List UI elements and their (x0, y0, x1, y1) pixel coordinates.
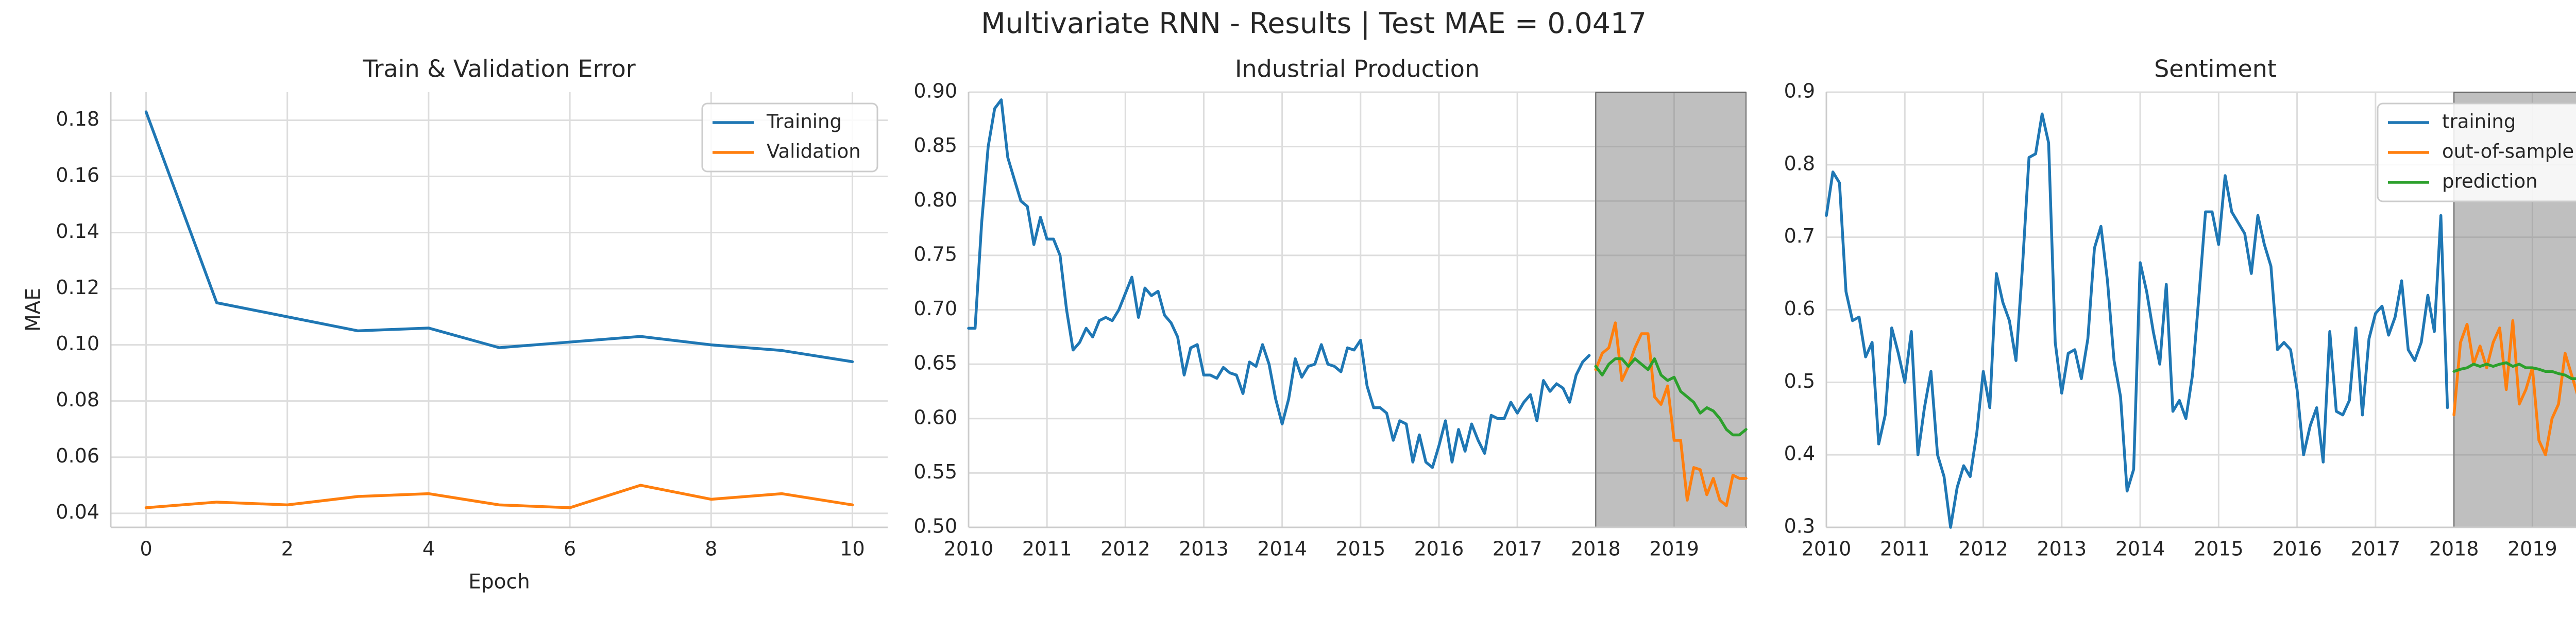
x-tick-label: 2017 (1493, 538, 1543, 560)
y-tick-label: 0.60 (913, 406, 957, 428)
legend-label: training (2442, 111, 2516, 133)
y-tick-label: 0.6 (1784, 297, 1815, 320)
panel-title: Industrial Production (1235, 55, 1480, 83)
y-tick-label: 0.80 (913, 188, 957, 211)
x-tick-label: 6 (564, 538, 576, 560)
y-tick-label: 0.18 (56, 108, 99, 130)
y-tick-label: 0.75 (913, 243, 957, 265)
chart-panel: Train & Validation Error 0.04 0.06 0.08 0.10… (22, 55, 888, 594)
x-tick-label: 2018 (2429, 538, 2479, 560)
series-line (1594, 321, 1748, 507)
y-tick-label: 0.8 (1784, 152, 1815, 175)
x-tick-label: 2012 (1958, 538, 2008, 560)
y-tick-label: 0.7 (1784, 225, 1815, 247)
legend-label: prediction (2442, 170, 2538, 193)
y-tick-label: 0.12 (56, 276, 99, 299)
x-tick-label: 2014 (2115, 538, 2165, 560)
shaded-span (1595, 92, 1747, 528)
y-tick-label: 0.90 (913, 80, 957, 102)
x-axis-label: Epoch (468, 571, 530, 594)
y-tick-label: 0.06 (56, 444, 99, 467)
x-tick-label: 8 (705, 538, 717, 560)
x-tick-label: 2019 (2507, 538, 2557, 560)
y-tick-label: 0.85 (913, 134, 957, 157)
panel-title: Sentiment (2154, 55, 2277, 83)
series-line (1825, 112, 2449, 529)
series-line (144, 110, 854, 364)
figure-title: Multivariate RNN - Results | Test MAE = … (981, 7, 1647, 40)
legend-label: out-of-sample (2442, 141, 2574, 163)
y-tick-label: 0.55 (913, 460, 957, 483)
series-line (2452, 361, 2576, 381)
x-tick-label: 4 (422, 538, 435, 560)
legend-box (701, 102, 878, 173)
x-tick-label: 2011 (1022, 538, 1072, 560)
y-axis-label: MAE (22, 288, 45, 332)
series-line (144, 484, 854, 509)
legend-label: Training (766, 111, 842, 133)
x-tick-label: 2015 (2194, 538, 2244, 560)
legend-box (2377, 102, 2576, 202)
x-tick-label: 2 (281, 538, 294, 560)
x-tick-label: 2013 (1179, 538, 1229, 560)
y-tick-label: 0.10 (56, 332, 99, 355)
x-tick-label: 2018 (1571, 538, 1621, 560)
x-tick-label: 2016 (1414, 538, 1464, 560)
y-tick-label: 0.16 (56, 164, 99, 186)
series-line (1594, 357, 1748, 437)
x-tick-label: 10 (840, 538, 865, 560)
series-line (967, 98, 1591, 469)
x-tick-label: 2016 (2272, 538, 2322, 560)
x-tick-label: 2012 (1100, 538, 1150, 560)
chart-panel: Sentiment 0.3 0.4 0.5 0.6 0.7 0.8 0.9 2010 2011 20… (1784, 55, 2576, 560)
chart-panel: Industrial Production 0.50 0.55 0.60 0.65 0.7… (913, 55, 1748, 560)
x-tick-label: 2014 (1257, 538, 1307, 560)
x-tick-label: 2010 (944, 538, 994, 560)
x-tick-label: 2015 (1335, 538, 1385, 560)
y-tick-label: 0.65 (913, 352, 957, 374)
y-tick-label: 0.5 (1784, 370, 1815, 392)
x-tick-label: 2013 (2037, 538, 2087, 560)
y-tick-label: 0.04 (56, 501, 99, 523)
y-tick-label: 0.9 (1784, 80, 1815, 102)
series-line (2452, 319, 2576, 456)
y-tick-label: 0.50 (913, 515, 957, 538)
y-tick-label: 0.08 (56, 388, 99, 411)
legend-label: Validation (767, 141, 861, 163)
y-tick-label: 0.4 (1784, 442, 1815, 465)
y-tick-label: 0.14 (56, 220, 99, 243)
x-tick-label: 2011 (1880, 538, 1930, 560)
x-tick-label: 2019 (1649, 538, 1699, 560)
x-tick-label: 2010 (1802, 538, 1852, 560)
y-tick-label: 0.70 (913, 297, 957, 320)
x-tick-label: 2017 (2350, 538, 2400, 560)
panel-title: Train & Validation Error (362, 55, 635, 83)
y-tick-label: 0.3 (1784, 515, 1815, 538)
x-tick-label: 0 (140, 538, 152, 560)
